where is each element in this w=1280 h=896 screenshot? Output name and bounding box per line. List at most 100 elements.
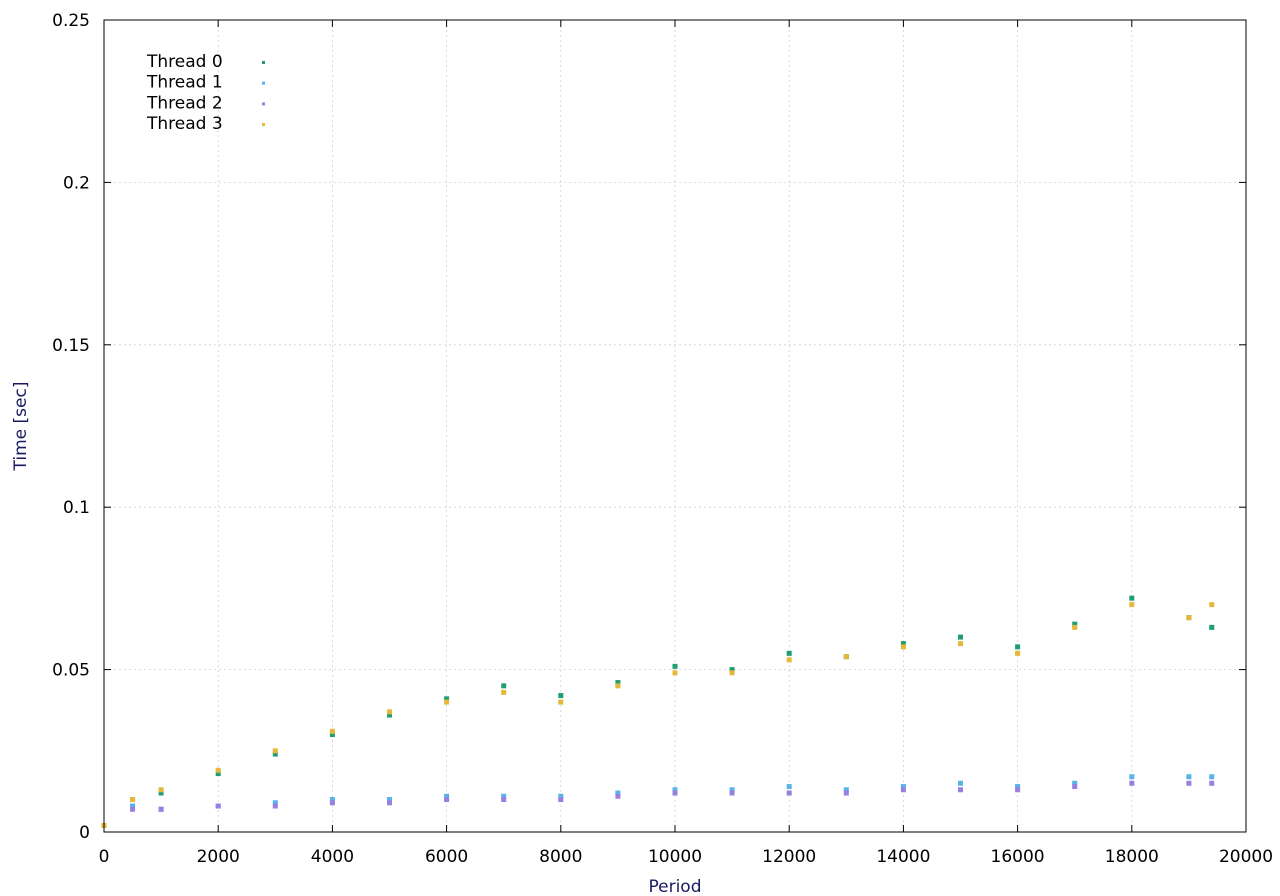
data-point	[272, 751, 278, 757]
data-point	[1186, 774, 1192, 780]
data-point	[444, 797, 450, 803]
x-tick-label: 14000	[876, 847, 930, 867]
data-point	[958, 634, 963, 640]
data-point	[387, 800, 392, 806]
data-point	[1186, 615, 1192, 621]
data-point	[729, 670, 735, 676]
series-thread-1	[101, 774, 1215, 829]
y-axis-label: Time [sec]	[11, 382, 31, 472]
data-point	[958, 787, 963, 793]
data-point	[1129, 774, 1135, 780]
data-point	[130, 806, 136, 812]
data-point	[672, 790, 678, 796]
series-thread-0	[101, 595, 1215, 829]
axis-ticks: 0 2000 4000 6000 8000 10000 12000 14000 16000 180…	[52, 11, 1273, 867]
data-point	[1209, 624, 1215, 630]
plot-points	[101, 595, 1215, 829]
data-point	[900, 787, 906, 793]
data-point	[1209, 780, 1215, 786]
data-point	[130, 797, 136, 803]
x-tick-label: 16000	[991, 847, 1045, 867]
data-point	[729, 790, 735, 796]
data-point	[558, 693, 564, 699]
data-point	[558, 699, 564, 705]
data-point	[786, 790, 792, 796]
data-point	[1072, 624, 1078, 630]
data-point	[1129, 602, 1135, 608]
x-tick-label: 2000	[197, 847, 240, 867]
data-point	[501, 793, 507, 799]
x-tick-label: 20000	[1219, 847, 1273, 867]
data-point	[958, 780, 963, 786]
data-point	[444, 793, 450, 799]
data-point	[1129, 595, 1135, 601]
data-point	[444, 696, 450, 702]
x-tick-label: 4000	[311, 847, 354, 867]
data-point	[1186, 780, 1192, 786]
data-point	[329, 732, 335, 738]
legend-entry-label: Thread 2	[146, 93, 223, 113]
legend-swatch	[262, 61, 265, 64]
data-point	[501, 683, 507, 689]
data-point	[615, 683, 621, 689]
data-point	[958, 641, 963, 647]
data-point	[501, 797, 507, 803]
data-point	[329, 800, 335, 806]
data-point	[900, 641, 906, 647]
data-point	[387, 712, 392, 718]
data-point	[158, 787, 164, 793]
legend-swatch	[262, 102, 265, 106]
data-point	[329, 797, 335, 803]
data-point	[900, 644, 906, 650]
data-point	[1209, 602, 1215, 608]
data-point	[130, 803, 136, 809]
grid	[104, 20, 1246, 832]
data-point	[215, 803, 221, 809]
x-tick-label: 10000	[648, 847, 702, 867]
data-point	[615, 790, 621, 796]
data-point	[1015, 644, 1021, 650]
y-tick-label: 0.2	[63, 173, 90, 193]
data-point	[158, 790, 164, 796]
data-point	[215, 771, 221, 777]
data-point	[615, 680, 621, 686]
data-point	[786, 657, 792, 663]
data-point	[1129, 780, 1135, 786]
data-point	[900, 784, 906, 790]
data-point	[158, 806, 164, 812]
data-point	[672, 670, 678, 676]
legend-entry-label: Thread 3	[146, 114, 223, 134]
data-point	[1072, 621, 1078, 627]
data-point	[1015, 650, 1021, 656]
data-point	[272, 748, 278, 754]
data-point	[729, 787, 735, 793]
data-point	[615, 793, 621, 799]
series-thread-3	[101, 602, 1215, 829]
x-tick-label: 18000	[1105, 847, 1159, 867]
legend-swatch	[262, 81, 265, 85]
data-point	[387, 709, 392, 715]
data-point	[786, 784, 792, 790]
data-point	[501, 689, 507, 695]
data-point	[672, 787, 678, 793]
data-point	[272, 803, 278, 809]
data-point	[329, 728, 335, 734]
data-point	[843, 654, 849, 660]
data-point	[1015, 787, 1021, 793]
x-tick-label: 8000	[539, 847, 582, 867]
data-point	[1015, 784, 1021, 790]
x-axis-label: Period	[648, 877, 701, 896]
x-tick-label: 12000	[762, 847, 816, 867]
legend-entry-label: Thread 0	[146, 52, 223, 72]
legend-entry-label: Thread 1	[146, 73, 223, 93]
y-tick-label: 0.1	[63, 498, 90, 518]
y-tick-label: 0.15	[52, 336, 90, 356]
data-point	[1072, 780, 1078, 786]
data-point	[1072, 784, 1078, 790]
data-point	[786, 650, 792, 656]
legend-swatch	[262, 123, 265, 127]
y-tick-label: 0	[79, 823, 90, 843]
series-thread-2	[101, 780, 1215, 829]
